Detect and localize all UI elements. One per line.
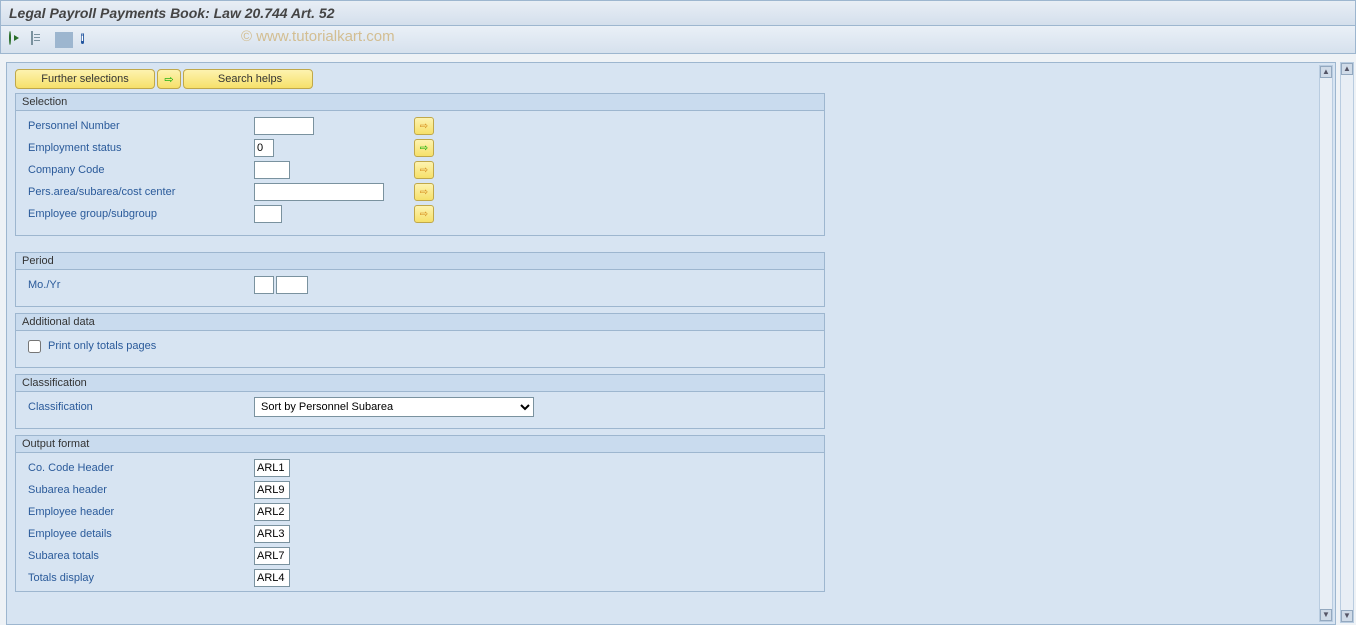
employment-status-label: Employment status xyxy=(24,142,254,154)
outer-scroll-down-icon[interactable]: ▼ xyxy=(1341,610,1353,622)
year-input[interactable] xyxy=(276,276,308,294)
personnel-number-label: Personnel Number xyxy=(24,120,254,132)
arrow-right-icon: ⇨ xyxy=(164,73,173,86)
watermark-text: © www.tutorialkart.com xyxy=(241,28,395,45)
totals-display-label: Totals display xyxy=(24,572,254,584)
main-content: Further selections ⇨ Search helps Select… xyxy=(6,62,1336,625)
additional-data-body: Print only totals pages xyxy=(16,331,824,367)
output-format-title: Output format xyxy=(16,436,824,453)
period-group-title: Period xyxy=(16,253,824,270)
period-group-body: Mo./Yr xyxy=(16,270,824,306)
scroll-down-icon[interactable]: ▼ xyxy=(1320,609,1332,621)
subarea-header-row: Subarea header xyxy=(24,479,818,501)
subarea-header-label: Subarea header xyxy=(24,484,254,496)
outer-scroll-up-icon[interactable]: ▲ xyxy=(1341,63,1353,75)
emp-group-label: Employee group/subgroup xyxy=(24,208,254,220)
company-code-range-button[interactable]: ⇨ xyxy=(414,161,434,179)
output-format-group: Output format Co. Code Header Subarea he… xyxy=(15,435,825,592)
print-totals-row: Print only totals pages xyxy=(24,335,818,357)
classification-select[interactable]: Sort by Personnel Subarea xyxy=(254,397,534,417)
mo-yr-row: Mo./Yr xyxy=(24,274,818,296)
further-selections-button[interactable]: Further selections xyxy=(15,69,155,89)
subarea-header-input[interactable] xyxy=(254,481,290,499)
employee-details-label: Employee details xyxy=(24,528,254,540)
subarea-totals-label: Subarea totals xyxy=(24,550,254,562)
co-code-header-row: Co. Code Header xyxy=(24,457,818,479)
classification-label: Classification xyxy=(24,401,254,413)
co-code-header-input[interactable] xyxy=(254,459,290,477)
classification-group-title: Classification xyxy=(16,375,824,392)
employee-details-input[interactable] xyxy=(254,525,290,543)
search-helps-arrow-button[interactable]: ⇨ xyxy=(157,69,181,89)
employment-status-input[interactable] xyxy=(254,139,274,157)
execute-icon[interactable] xyxy=(9,32,25,48)
mo-yr-label: Mo./Yr xyxy=(24,279,254,291)
app-toolbar: i © www.tutorialkart.com xyxy=(0,26,1356,54)
additional-data-title: Additional data xyxy=(16,314,824,331)
print-totals-label: Print only totals pages xyxy=(48,340,156,352)
pers-area-input[interactable] xyxy=(254,183,384,201)
inner-scrollbar[interactable]: ▲ ▼ xyxy=(1319,65,1333,622)
personnel-number-row: Personnel Number ⇨ xyxy=(24,115,818,137)
employee-header-label: Employee header xyxy=(24,506,254,518)
scroll-up-icon[interactable]: ▲ xyxy=(1320,66,1332,78)
employment-status-row: Employment status ⇨ xyxy=(24,137,818,159)
personnel-number-input[interactable] xyxy=(254,117,314,135)
search-helps-label: Search helps xyxy=(218,73,282,85)
further-selections-label: Further selections xyxy=(41,73,128,85)
info-icon[interactable]: i xyxy=(81,32,97,48)
employee-details-row: Employee details xyxy=(24,523,818,545)
search-helps-button[interactable]: Search helps xyxy=(183,69,313,89)
period-group: Period Mo./Yr xyxy=(15,252,825,307)
co-code-header-label: Co. Code Header xyxy=(24,462,254,474)
classification-group: Classification Classification Sort by Pe… xyxy=(15,374,825,429)
company-code-label: Company Code xyxy=(24,164,254,176)
subarea-totals-row: Subarea totals xyxy=(24,545,818,567)
emp-group-input[interactable] xyxy=(254,205,282,223)
classification-group-body: Classification Sort by Personnel Subarea xyxy=(16,392,824,428)
employment-status-range-button[interactable]: ⇨ xyxy=(414,139,434,157)
selection-button-row: Further selections ⇨ Search helps xyxy=(7,63,1335,93)
toolbar-separator xyxy=(55,32,73,48)
company-code-input[interactable] xyxy=(254,161,290,179)
outer-scrollbar[interactable]: ▲ ▼ xyxy=(1340,62,1354,623)
pers-area-label: Pers.area/subarea/cost center xyxy=(24,186,254,198)
additional-data-group: Additional data Print only totals pages xyxy=(15,313,825,368)
selection-group: Selection Personnel Number ⇨ Employment … xyxy=(15,93,825,236)
month-input[interactable] xyxy=(254,276,274,294)
pers-area-row: Pers.area/subarea/cost center ⇨ xyxy=(24,181,818,203)
classification-row: Classification Sort by Personnel Subarea xyxy=(24,396,818,418)
output-format-body: Co. Code Header Subarea header Employee … xyxy=(16,453,824,591)
totals-display-input[interactable] xyxy=(254,569,290,587)
print-totals-checkbox[interactable] xyxy=(28,340,41,353)
selection-group-body: Personnel Number ⇨ Employment status ⇨ C… xyxy=(16,111,824,235)
pers-area-range-button[interactable]: ⇨ xyxy=(414,183,434,201)
totals-display-row: Totals display xyxy=(24,567,818,589)
employee-header-input[interactable] xyxy=(254,503,290,521)
company-code-row: Company Code ⇨ xyxy=(24,159,818,181)
emp-group-range-button[interactable]: ⇨ xyxy=(414,205,434,223)
emp-group-row: Employee group/subgroup ⇨ xyxy=(24,203,818,225)
page-title: Legal Payroll Payments Book: Law 20.744 … xyxy=(9,5,335,21)
variant-icon[interactable] xyxy=(31,32,47,48)
subarea-totals-input[interactable] xyxy=(254,547,290,565)
employee-header-row: Employee header xyxy=(24,501,818,523)
color-legend-icon[interactable] xyxy=(103,32,119,48)
personnel-number-range-button[interactable]: ⇨ xyxy=(414,117,434,135)
selection-group-title: Selection xyxy=(16,94,824,111)
page-title-bar: Legal Payroll Payments Book: Law 20.744 … xyxy=(0,0,1356,26)
